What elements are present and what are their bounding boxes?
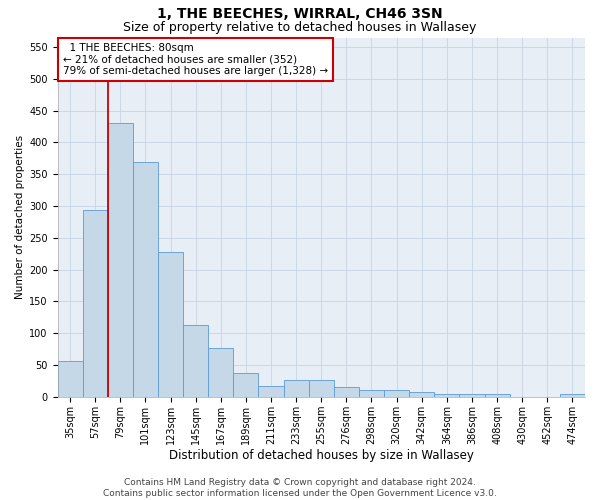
X-axis label: Distribution of detached houses by size in Wallasey: Distribution of detached houses by size …	[169, 450, 473, 462]
Bar	[308, 380, 334, 397]
Y-axis label: Number of detached properties: Number of detached properties	[15, 135, 25, 299]
Bar	[485, 394, 509, 397]
Bar	[284, 380, 308, 397]
Bar	[133, 162, 158, 397]
Bar	[259, 386, 284, 397]
Bar	[208, 348, 233, 397]
Bar	[58, 360, 83, 397]
Bar	[560, 394, 585, 397]
Text: 1 THE BEECHES: 80sqm
← 21% of detached houses are smaller (352)
79% of semi-deta: 1 THE BEECHES: 80sqm ← 21% of detached h…	[63, 43, 328, 76]
Bar	[460, 394, 485, 397]
Bar	[158, 252, 183, 397]
Bar	[108, 124, 133, 397]
Bar	[233, 372, 259, 397]
Bar	[409, 392, 434, 397]
Bar	[434, 394, 460, 397]
Bar	[359, 390, 384, 397]
Bar	[334, 388, 359, 397]
Bar	[384, 390, 409, 397]
Bar	[83, 210, 108, 397]
Text: 1, THE BEECHES, WIRRAL, CH46 3SN: 1, THE BEECHES, WIRRAL, CH46 3SN	[157, 8, 443, 22]
Text: Size of property relative to detached houses in Wallasey: Size of property relative to detached ho…	[124, 21, 476, 34]
Text: Contains HM Land Registry data © Crown copyright and database right 2024.
Contai: Contains HM Land Registry data © Crown c…	[103, 478, 497, 498]
Bar	[183, 325, 208, 397]
